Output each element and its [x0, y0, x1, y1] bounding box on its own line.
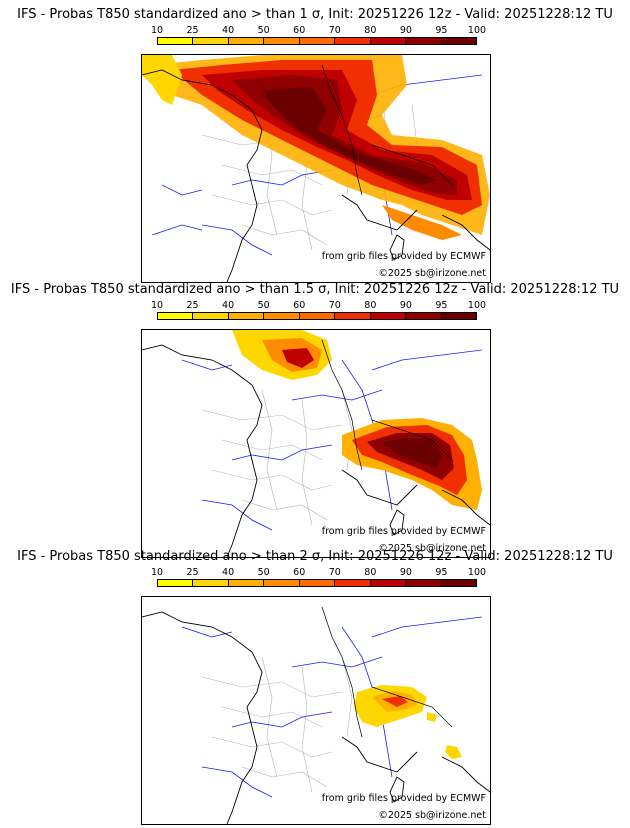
colorbar-swatch — [299, 38, 336, 44]
colorbar-swatches — [157, 579, 477, 587]
colorbar-swatch — [406, 580, 442, 586]
colorbar-swatch — [406, 38, 442, 44]
colorbar-label: 70 — [328, 300, 341, 311]
colorbar-swatch — [158, 38, 194, 44]
colorbar-swatches — [157, 312, 477, 320]
panel-title: IFS - Probas T850 standardized ano > tha… — [10, 282, 620, 297]
colorbar-swatch — [193, 580, 229, 586]
colorbar-swatch — [441, 580, 476, 586]
colorbar-label: 80 — [364, 567, 377, 578]
colorbar-label: 40 — [222, 300, 235, 311]
colorbar-label: 40 — [222, 25, 235, 36]
colorbar-labels: 10 25 40 50 60 70 80 90 95 100 — [151, 567, 486, 578]
data-source-credit: from grib files provided by ECMWF — [321, 793, 486, 804]
colorbar-label: 25 — [186, 300, 199, 311]
colorbar-label: 95 — [435, 300, 448, 311]
data-source-credit: from grib files provided by ECMWF — [321, 526, 486, 537]
colorbar-label: 90 — [399, 25, 412, 36]
colorbar-label: 50 — [257, 567, 270, 578]
colorbar-label: 90 — [399, 567, 412, 578]
colorbar-label: 50 — [257, 25, 270, 36]
colorbar-label: 100 — [467, 25, 487, 36]
probability-shading — [232, 330, 482, 510]
country-borders — [321, 339, 453, 471]
colorbar-label: 60 — [293, 25, 306, 36]
colorbar-label: 90 — [399, 300, 412, 311]
colorbar-swatch — [370, 313, 407, 319]
colorbar-swatch — [264, 580, 300, 586]
map-frame: from grib files provided by ECMWF ©2025 … — [141, 54, 491, 283]
colorbar-swatch — [370, 38, 407, 44]
colorbar-swatch — [335, 580, 371, 586]
colorbar-swatch — [299, 313, 336, 319]
copyright-credit: ©2025 sb@irizone.net — [378, 543, 486, 554]
map-frame: from grib files provided by ECMWF ©2025 … — [141, 329, 491, 558]
probability-map — [142, 330, 490, 557]
colorbar-swatch — [441, 313, 476, 319]
colorbar-label: 95 — [435, 25, 448, 36]
copyright-credit: ©2025 sb@irizone.net — [378, 268, 486, 279]
colorbar-swatch — [264, 38, 300, 44]
colorbar-swatch — [335, 313, 371, 319]
colorbar-swatch — [406, 313, 442, 319]
colorbar-label: 10 — [150, 567, 164, 578]
colorbar-swatch — [193, 313, 229, 319]
probability-shading — [354, 685, 462, 759]
colorbar-label: 25 — [186, 25, 199, 36]
panel-title: IFS - Probas T850 standardized ano > tha… — [17, 7, 613, 22]
colorbar-swatch — [335, 38, 371, 44]
colorbar-label: 95 — [435, 567, 448, 578]
coastline — [142, 611, 490, 824]
colorbar-label: 80 — [364, 300, 377, 311]
colorbar-swatches — [157, 37, 477, 45]
forecast-panel-2: IFS - Probas T850 standardized ano > tha… — [0, 281, 630, 558]
colorbar-label: 10 — [150, 25, 164, 36]
colorbar-label: 50 — [257, 300, 270, 311]
colorbar: 10 25 40 50 60 70 80 90 95 100 — [151, 300, 486, 330]
colorbar-label: 60 — [293, 300, 306, 311]
data-source-credit: from grib files provided by ECMWF — [321, 251, 486, 262]
colorbar-swatch — [228, 313, 265, 319]
admin-borders — [201, 389, 353, 526]
rivers — [181, 616, 483, 798]
colorbar-label: 10 — [150, 300, 164, 311]
colorbar-swatch — [193, 38, 229, 44]
forecast-panel-3: IFS - Probas T850 standardized ano > tha… — [0, 548, 630, 825]
coastline — [142, 344, 490, 557]
colorbar: 10 25 40 50 60 70 80 90 95 100 — [151, 25, 486, 55]
panel-title: IFS - Probas T850 standardized ano > tha… — [17, 549, 613, 564]
copyright-credit: ©2025 sb@irizone.net — [378, 810, 486, 821]
colorbar-label: 100 — [467, 300, 487, 311]
colorbar-label: 80 — [364, 25, 377, 36]
colorbar-swatch — [228, 580, 265, 586]
colorbar-swatch — [264, 313, 300, 319]
colorbar-labels: 10 25 40 50 60 70 80 90 95 100 — [151, 300, 486, 311]
colorbar-labels: 10 25 40 50 60 70 80 90 95 100 — [151, 25, 486, 36]
forecast-panel-1: IFS - Probas T850 standardized ano > tha… — [0, 6, 630, 283]
colorbar-swatch — [228, 38, 265, 44]
colorbar-swatch — [158, 580, 194, 586]
country-borders — [321, 64, 453, 196]
colorbar-label: 40 — [222, 567, 235, 578]
map-frame: from grib files provided by ECMWF ©2025 … — [141, 596, 491, 825]
probability-map — [142, 55, 490, 282]
colorbar-label: 25 — [186, 567, 199, 578]
probability-shading — [142, 55, 490, 240]
colorbar-swatch — [370, 580, 407, 586]
colorbar: 10 25 40 50 60 70 80 90 95 100 — [151, 567, 486, 597]
colorbar-label: 60 — [293, 567, 306, 578]
country-borders — [321, 606, 453, 738]
admin-borders — [201, 656, 353, 793]
colorbar-label: 100 — [467, 567, 487, 578]
colorbar-swatch — [441, 38, 476, 44]
colorbar-label: 70 — [328, 25, 341, 36]
coastline — [142, 69, 490, 282]
probability-map — [142, 606, 490, 824]
colorbar-swatch — [299, 580, 336, 586]
colorbar-swatch — [158, 313, 194, 319]
colorbar-label: 70 — [328, 567, 341, 578]
